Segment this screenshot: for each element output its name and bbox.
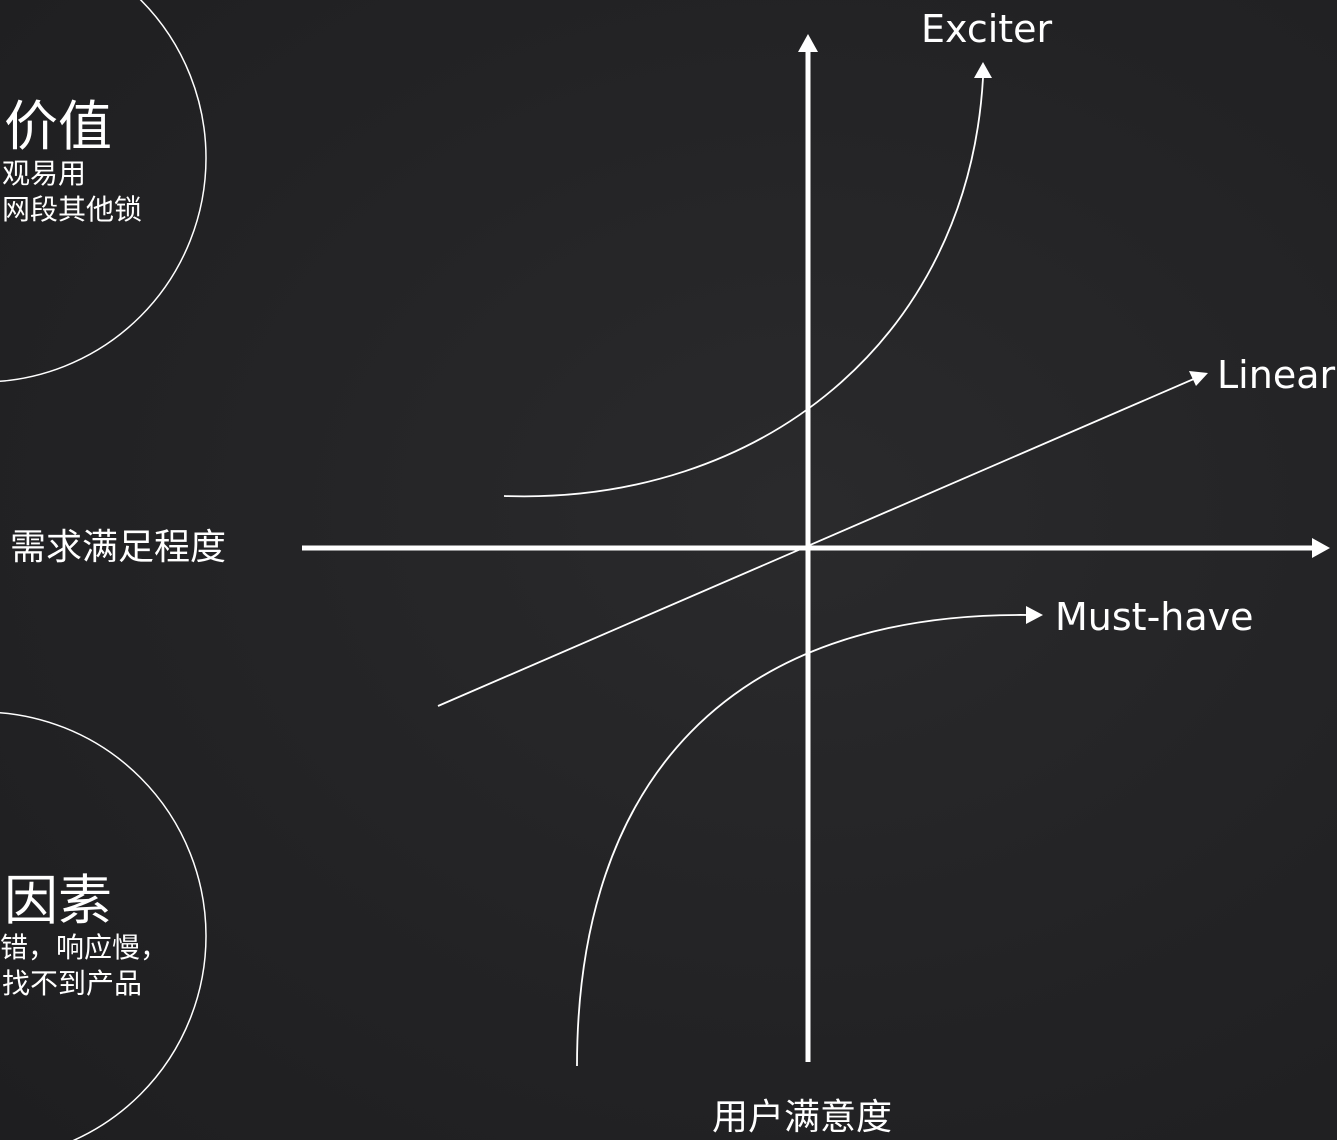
linear-label: Linear — [1217, 353, 1336, 397]
must-have-curve — [576, 614, 1029, 1067]
exciter-label: Exciter — [921, 7, 1053, 51]
top-circle-line-1: 观易用 — [2, 157, 87, 190]
bottom-circle-title: 因素 — [4, 869, 112, 932]
top-circle-title: 价值 — [4, 95, 112, 158]
exciter-arrow — [974, 62, 992, 78]
y-axis-label: 用户满意度 — [712, 1097, 893, 1138]
x-axis-arrow — [1312, 538, 1330, 558]
bottom-circle-line-1: 错，响应慢， — [0, 931, 169, 964]
must-have-label: Must-have — [1055, 595, 1254, 639]
must-have-arrow — [1026, 606, 1043, 624]
bottom-circle-line-2: 找不到产品 — [2, 967, 143, 1000]
linear-line — [437, 377, 1197, 707]
exciter-curve — [503, 77, 984, 498]
linear-arrow — [1189, 371, 1208, 386]
x-axis-label: 需求满足程度 — [10, 527, 227, 568]
bottom-circle — [0, 712, 207, 1140]
top-circle — [0, 0, 207, 382]
top-circle-line-2: 网段其他锁 — [2, 193, 143, 226]
y-axis-arrow — [798, 34, 818, 52]
